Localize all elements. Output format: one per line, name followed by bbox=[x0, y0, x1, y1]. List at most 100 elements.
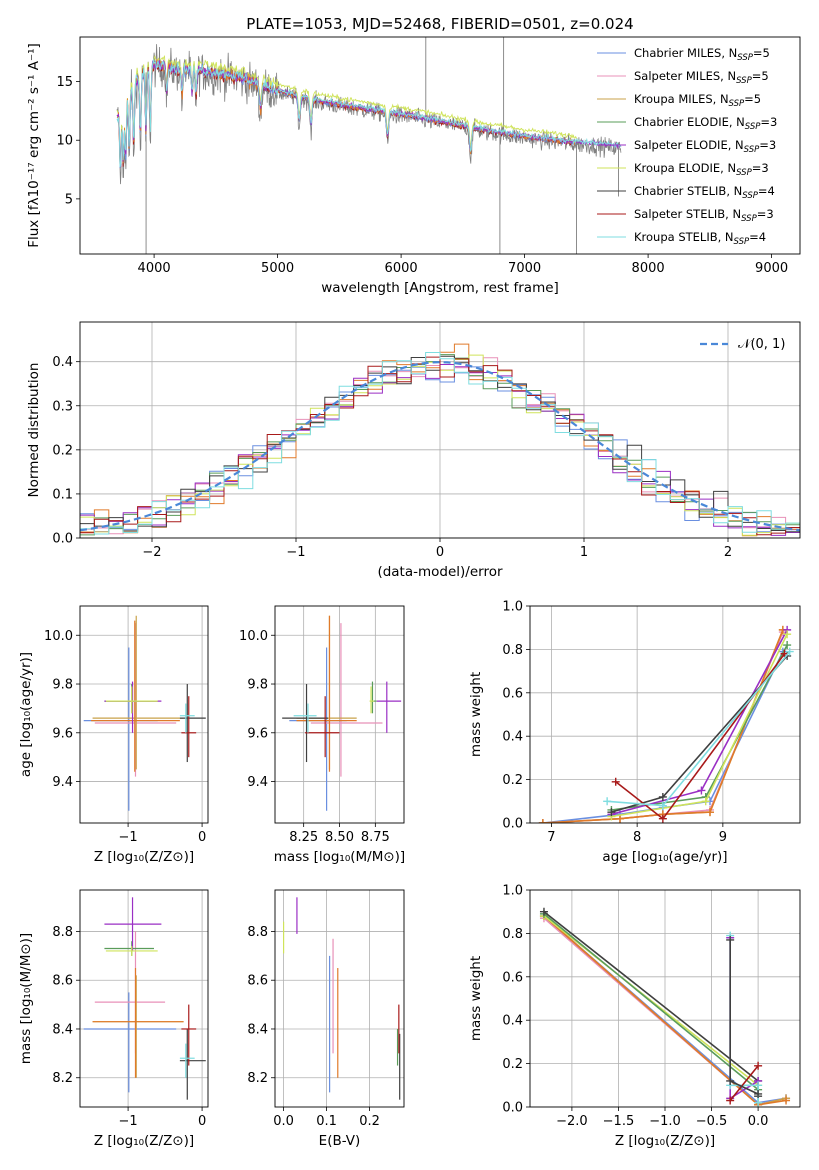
plot-area-mass-vs-ebv bbox=[275, 890, 404, 1107]
plot-area-spectrum bbox=[116, 37, 622, 254]
y-tick-label: 0.1 bbox=[52, 487, 73, 502]
plot-area-mass-vs-Z bbox=[80, 890, 208, 1107]
legend-text: Kroupa ELODIE, N bbox=[634, 161, 736, 175]
y-tick-label: 0.4 bbox=[52, 355, 73, 370]
weight-line-kroupa_elodie bbox=[543, 915, 759, 1086]
legend-text: Chabrier STELIB, N bbox=[634, 184, 742, 198]
y-tick-label: 8.8 bbox=[247, 925, 268, 940]
weight-marker-chabrier_elodie bbox=[783, 641, 792, 650]
axes-frame bbox=[529, 605, 801, 824]
x-tick-label: 0.0 bbox=[748, 1114, 769, 1129]
x-tick-label: −2.0 bbox=[556, 1114, 588, 1129]
legend-sub: SSP bbox=[729, 99, 745, 109]
y-tick-label: 10.0 bbox=[239, 629, 268, 644]
x-tick-label: 7 bbox=[547, 830, 555, 845]
y-tick-label: 8.4 bbox=[52, 1022, 73, 1037]
y-tick-label: 10 bbox=[56, 134, 73, 149]
panel-spectrum: 4000 5000 6000 7000 8000 9000 5 10 15 wavelength … bbox=[26, 36, 801, 296]
y-tick-label: 9.6 bbox=[247, 726, 268, 741]
y-tick-label: 8.8 bbox=[52, 925, 73, 940]
weight-line-kroupa_elodie bbox=[611, 633, 788, 818]
y-tick-label: 8.4 bbox=[247, 1022, 268, 1037]
legend-text: Chabrier MILES, N bbox=[634, 46, 737, 60]
legend-eq: =3 bbox=[760, 115, 777, 129]
y-axis-label: age [log₁₀(age/yr)] bbox=[18, 652, 34, 777]
y-tick-label: 0.0 bbox=[502, 1101, 523, 1116]
figure-title: PLATE=1053, MJD=52468, FIBERID=0501, z=0… bbox=[246, 15, 633, 33]
x-tick-label: −1 bbox=[119, 1114, 138, 1129]
y-tick-label: 0.3 bbox=[52, 399, 73, 414]
legend-text: Salpeter MILES, N bbox=[634, 69, 736, 83]
x-tick-label: 1 bbox=[580, 545, 588, 560]
x-tick-label: 9000 bbox=[755, 261, 788, 276]
y-tick-label: 0.4 bbox=[502, 730, 523, 745]
y-tick-label: 15 bbox=[56, 75, 73, 90]
y-tick-label: 1.0 bbox=[502, 884, 523, 899]
x-axis-label: wavelength [Angstrom, rest frame] bbox=[321, 280, 559, 296]
x-tick-label: 0.1 bbox=[316, 1114, 337, 1129]
weight-marker-chabrier_stelib bbox=[726, 935, 735, 944]
weight-marker-kroupa_elodie bbox=[783, 630, 792, 639]
axes-frame bbox=[79, 36, 801, 255]
legend-sub: SSP bbox=[734, 237, 750, 247]
legend-eq: =3 bbox=[759, 138, 776, 152]
weight-marker-chabrier_stelib bbox=[726, 1076, 735, 1085]
x-tick-label: 0 bbox=[198, 830, 206, 845]
legend-eq: =5 bbox=[753, 46, 770, 60]
y-tick-label: 8.2 bbox=[52, 1071, 73, 1086]
x-tick-label: −1.5 bbox=[603, 1114, 635, 1129]
weight-marker-salpeter_stelib bbox=[611, 777, 620, 786]
y-axis-label: Flux [fλ10⁻¹⁷ erg cm⁻² s⁻¹ A⁻¹] bbox=[26, 43, 42, 248]
weight-marker-chabrier_stelib bbox=[658, 792, 667, 801]
weight-marker-kroupa_stelib bbox=[785, 647, 794, 656]
legend-sub: SSP bbox=[744, 145, 760, 155]
y-tick-label: 0.2 bbox=[502, 1057, 523, 1072]
x-tick-label: 8 bbox=[633, 830, 641, 845]
legend-eq: =5 bbox=[752, 69, 769, 83]
y-tick-label: 0.8 bbox=[502, 927, 523, 942]
legend-entry: Chabrier MILES, NSSP=5 bbox=[634, 46, 770, 63]
x-tick-label: 0.2 bbox=[359, 1114, 380, 1129]
y-tick-label: 1.0 bbox=[502, 600, 523, 615]
panel-mass-vs-Z: −1 0 8.2 8.4 8.6 8.8 Z [log₁₀(Z/Z⊙)] mass [log₁… bbox=[18, 889, 209, 1149]
y-tick-label: 0.2 bbox=[52, 443, 73, 458]
x-tick-label: 4000 bbox=[138, 261, 171, 276]
weight-marker-chabrier_stelib bbox=[607, 808, 616, 817]
legend-sub: SSP bbox=[736, 168, 752, 178]
y-tick-label: 0.6 bbox=[502, 686, 523, 701]
x-tick-label: 8000 bbox=[632, 261, 665, 276]
panel-mass-vs-ebv: 0.0 0.1 0.2 8.2 8.4 8.6 8.8 E(B-V) bbox=[247, 889, 405, 1149]
histogram-kroupa_stelib bbox=[80, 352, 800, 538]
axes-frame bbox=[274, 605, 405, 824]
legend-text: Salpeter ELODIE, N bbox=[634, 138, 744, 152]
y-tick-label: 8.6 bbox=[247, 974, 268, 989]
axes-frame bbox=[79, 605, 209, 824]
x-tick-label: −2 bbox=[142, 545, 161, 560]
plot-area-age-vs-mass bbox=[275, 606, 404, 823]
axes-frame bbox=[529, 889, 801, 1108]
legend-eq: =4 bbox=[749, 230, 766, 244]
y-tick-label: 0.8 bbox=[502, 643, 523, 658]
weight-marker-kroupa_stelib bbox=[603, 797, 612, 806]
x-axis-label: Z [log₁₀(Z/Z⊙)] bbox=[615, 1133, 715, 1149]
legend-text: Chabrier ELODIE, N bbox=[634, 115, 745, 129]
y-axis-label: mass [log₁₀(M/M⊙)] bbox=[18, 933, 34, 1064]
y-tick-label: 8.6 bbox=[52, 974, 73, 989]
model-spectrum-salpeter_elodie bbox=[116, 59, 622, 162]
legend-text: Salpeter STELIB, N bbox=[634, 207, 741, 221]
normal-curve bbox=[80, 361, 800, 532]
legend-eq: =3 bbox=[752, 161, 769, 175]
y-tick-label: 8.2 bbox=[247, 1071, 268, 1086]
plot-area-weight-vs-age bbox=[530, 606, 800, 823]
legend-eq: =4 bbox=[758, 184, 775, 198]
legend-sub: SSP bbox=[741, 214, 757, 224]
weight-line-salpeter_elodie bbox=[611, 629, 788, 816]
panel-weight-vs-age: 7 8 9 0.0 0.2 0.4 0.6 0.8 1.0 age [log₁₀(age/yr)]… bbox=[468, 600, 801, 865]
panel-weight-vs-Z: −2.0 −1.5 −1.0 −0.5 0.0 0.0 0.2 0.4 0.6 0.8 1.0 Z [… bbox=[468, 884, 801, 1149]
legend-text: Kroupa MILES, N bbox=[634, 92, 729, 106]
weight-marker-kroupa_stelib bbox=[658, 801, 667, 810]
x-tick-label: 0 bbox=[436, 545, 444, 560]
data-spectrum-line bbox=[116, 44, 622, 185]
weight-marker-orange bbox=[706, 808, 714, 817]
y-tick-label: 9.6 bbox=[52, 726, 73, 741]
